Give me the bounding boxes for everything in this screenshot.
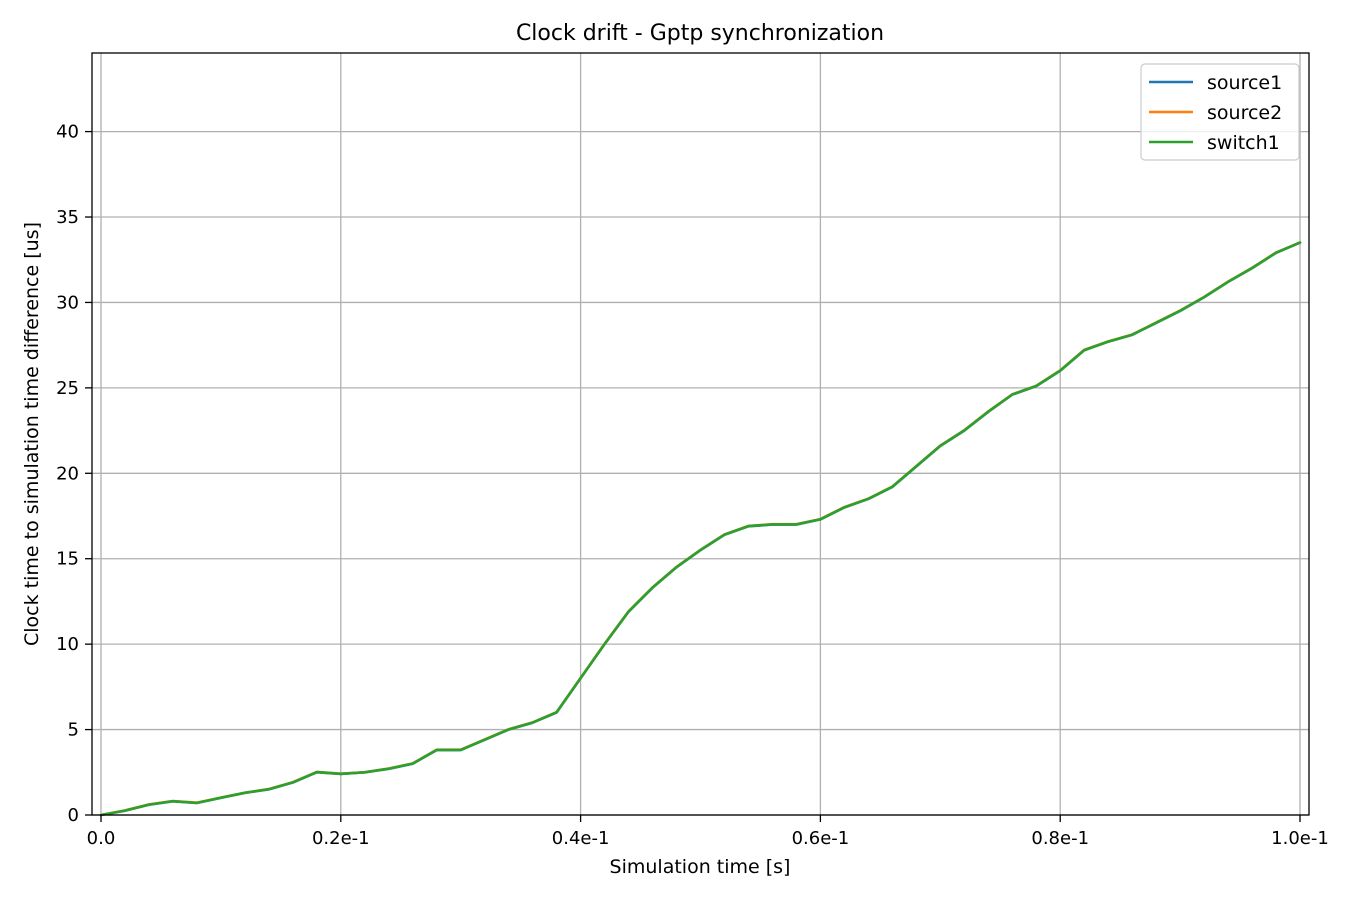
- legend-label-source1: source1: [1207, 72, 1282, 94]
- plot-frame: [91, 52, 1310, 816]
- y-tick-label: 15: [56, 549, 79, 570]
- y-tick-label: 35: [56, 207, 79, 228]
- chart-title: Clock drift - Gptp synchronization: [516, 21, 884, 46]
- y-tick-label: 20: [56, 463, 79, 484]
- grid-lines: [92, 53, 1309, 816]
- y-tick-label: 10: [56, 634, 79, 655]
- x-tick-label: 0.4e-1: [552, 828, 610, 849]
- series-line-switch1: [99, 241, 1302, 817]
- legend-box: [1140, 63, 1300, 161]
- y-tick-label: 40: [56, 122, 79, 143]
- x-tick-label: 1.0e-1: [1271, 828, 1329, 849]
- x-axis-label: Simulation time [s]: [610, 856, 791, 878]
- legend-label-source2: source2: [1207, 102, 1282, 124]
- legend: source1 source2 switch1: [1140, 63, 1300, 161]
- y-axis-label: Clock time to simulation time difference…: [21, 222, 43, 646]
- y-tick-label: 25: [56, 378, 79, 399]
- axis-ticks: 0.0 0.2e-1 0.4e-1 0.6e-1 0.8e-1 1.0e-1 0 5 10 15 2…: [56, 122, 1329, 849]
- x-tick-label: 0.2e-1: [312, 828, 370, 849]
- y-tick-label: 0: [68, 805, 79, 826]
- x-tick-label: 0.6e-1: [792, 828, 850, 849]
- x-tick-label: 0.8e-1: [1031, 828, 1089, 849]
- x-tick-label: 0.0: [87, 828, 116, 849]
- legend-label-switch1: switch1: [1207, 132, 1280, 154]
- plot-series: [99, 241, 1302, 817]
- y-tick-label: 30: [56, 292, 79, 313]
- y-tick-label: 5: [68, 720, 79, 741]
